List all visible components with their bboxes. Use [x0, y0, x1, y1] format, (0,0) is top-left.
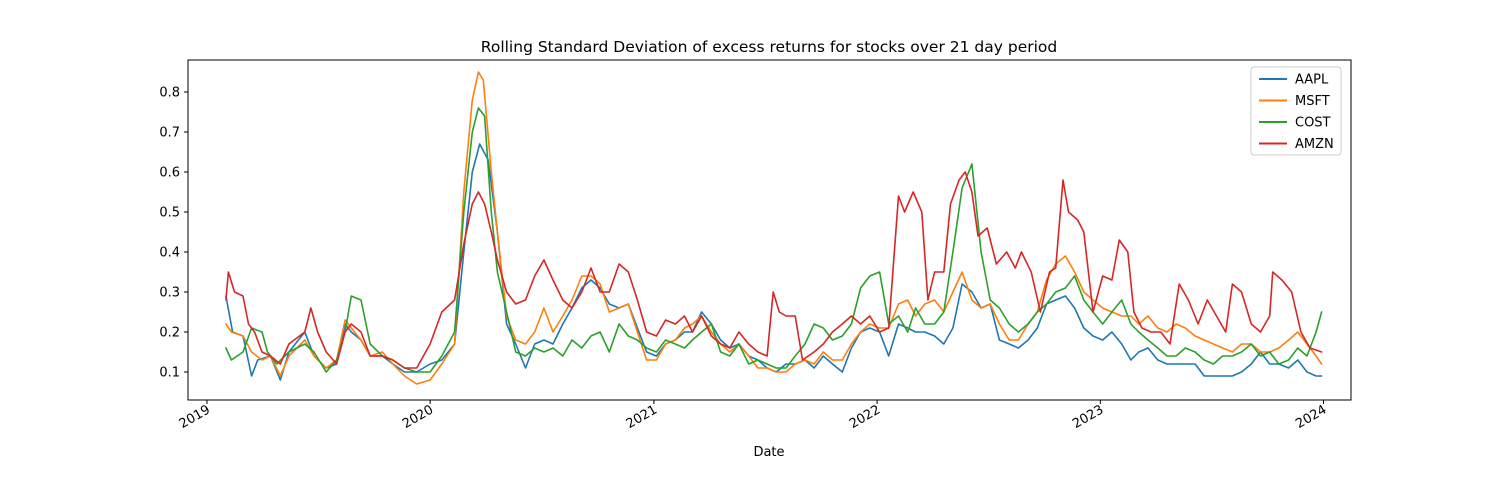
series-layer — [225, 71, 1323, 385]
legend-label-cost: COST — [1295, 116, 1331, 131]
y-tick-label: 0.3 — [159, 286, 180, 301]
y-tick-label: 0.5 — [159, 206, 180, 221]
legend-label-aapl: AAPL — [1295, 73, 1329, 88]
series-line-amzn — [225, 171, 1323, 369]
x-axis-title: Date — [753, 445, 784, 460]
series-line-msft — [225, 71, 1323, 385]
y-axis: 0.1 0.2 0.3 0.4 0.5 0.6 0.7 0.8 — [159, 86, 188, 381]
y-tick-label: 0.8 — [159, 86, 180, 101]
y-tick-label: 0.2 — [159, 326, 180, 341]
series-line-aapl — [225, 143, 1323, 381]
y-tick-label: 0.7 — [159, 126, 180, 141]
legend-label-amzn: AMZN — [1295, 137, 1334, 152]
legend-box — [1250, 66, 1342, 156]
chart-title: Rolling Standard Deviation of excess ret… — [481, 38, 1057, 56]
y-tick-label: 0.4 — [159, 246, 180, 261]
legend: AAPL MSFT COST AMZN — [1250, 66, 1342, 156]
series-line-cost — [225, 107, 1323, 373]
legend-label-msft: MSFT — [1295, 94, 1330, 109]
y-tick-label: 0.6 — [159, 166, 180, 181]
plot-area-frame — [187, 59, 1352, 401]
y-tick-label: 0.1 — [159, 366, 180, 381]
